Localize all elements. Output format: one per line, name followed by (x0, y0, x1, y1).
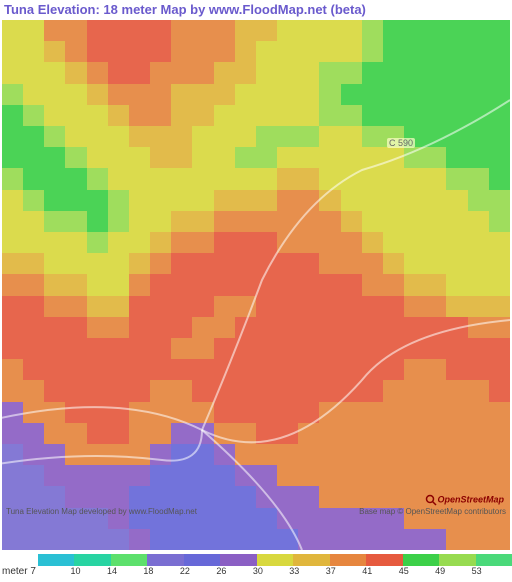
legend-tick: 41 (362, 566, 398, 580)
legend-color-swatch (476, 554, 512, 566)
road-path (2, 430, 202, 465)
legend-tick: 45 (399, 566, 435, 580)
color-legend: meter 7 101418222630333741454953 (0, 552, 512, 582)
legend-color-swatch (147, 554, 183, 566)
legend-tick: 33 (289, 566, 325, 580)
legend-tick: 22 (180, 566, 216, 580)
road-path (2, 320, 510, 442)
legend-color-swatch (330, 554, 366, 566)
legend-color-swatch (74, 554, 110, 566)
legend-tick: 18 (143, 566, 179, 580)
legend-colors (38, 554, 512, 566)
legend-color-swatch (257, 554, 293, 566)
osm-logo: OpenStreetMap (425, 494, 504, 506)
legend-tick: 26 (216, 566, 252, 580)
legend-tick: 53 (472, 566, 508, 580)
legend-tick: 37 (326, 566, 362, 580)
legend-tick (34, 566, 70, 580)
legend-color-swatch (293, 554, 329, 566)
road-path (202, 100, 510, 430)
legend-scale: 101418222630333741454953 (38, 554, 512, 580)
legend-tick: 10 (70, 566, 106, 580)
elevation-map: C 590 OpenStreetMap Tuna Elevation Map d… (2, 20, 510, 550)
legend-color-swatch (403, 554, 439, 566)
legend-tick: 14 (107, 566, 143, 580)
legend-tick: 30 (253, 566, 289, 580)
legend-color-swatch (439, 554, 475, 566)
page-title: Tuna Elevation: 18 meter Map by www.Floo… (0, 0, 512, 20)
legend-color-swatch (366, 554, 402, 566)
road-path (202, 430, 302, 550)
roads-overlay (2, 20, 510, 550)
legend-color-swatch (184, 554, 220, 566)
legend-label: meter 7 (0, 554, 38, 577)
legend-ticks: 101418222630333741454953 (38, 566, 512, 580)
credit-right: Base map © OpenStreetMap contributors (359, 507, 506, 516)
legend-tick: 49 (435, 566, 471, 580)
credit-left: Tuna Elevation Map developed by www.Floo… (6, 507, 197, 516)
road-label: C 590 (387, 138, 415, 148)
legend-color-swatch (38, 554, 74, 566)
legend-color-swatch (220, 554, 256, 566)
legend-color-swatch (111, 554, 147, 566)
